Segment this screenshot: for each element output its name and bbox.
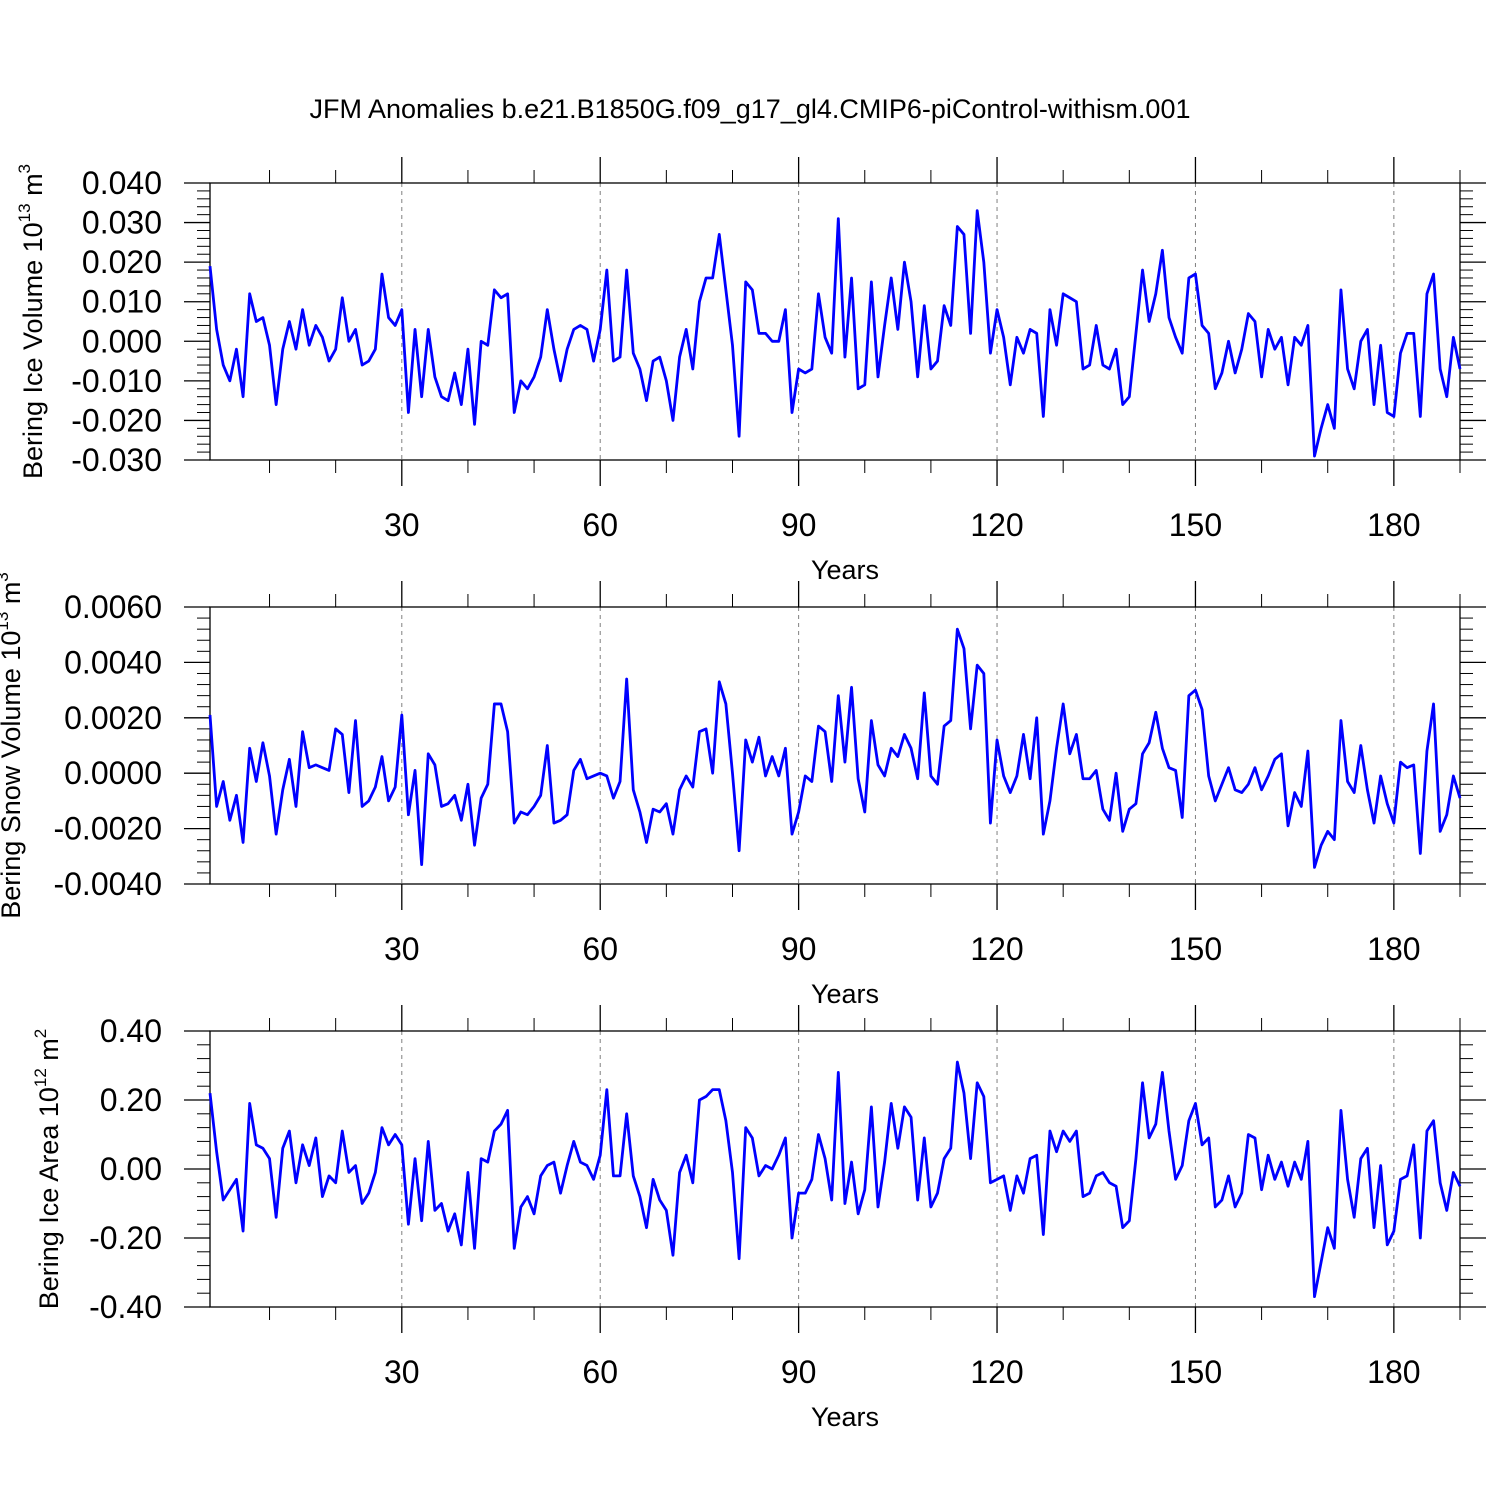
x-tick-label: 120 [970,931,1023,967]
x-tick-label: 90 [781,1354,817,1390]
y-tick-label: 0.030 [82,205,162,241]
y-label-unit-exponent: 3 [0,572,12,581]
y-tick-label: 0.0040 [64,644,162,680]
y-label-exponent: 13 [0,612,12,631]
x-tick-label: 120 [970,507,1023,543]
x-axis-label: Years [811,1402,879,1432]
y-label-main: Bering Snow Volume 10 [0,631,26,919]
x-tick-label: 60 [582,507,618,543]
y-tick-label: -0.20 [89,1220,162,1256]
x-tick-label: 150 [1169,507,1222,543]
x-tick-label: 60 [582,931,618,967]
y-tick-label: -0.010 [71,363,162,399]
x-tick-label: 30 [384,507,420,543]
chart-title: JFM Anomalies b.e21.B1850G.f09_g17_gl4.C… [310,94,1191,124]
y-label-exponent: 12 [31,1068,50,1087]
x-axis-label: Years [811,555,879,585]
y-tick-label: -0.020 [71,402,162,438]
y-label-main: Bering Ice Volume 10 [18,222,48,479]
series-line [208,1060,1462,1299]
y-tick-label: -0.0020 [53,811,162,847]
panel-2: -0.0040 -0.0020 0.0000 0.0020 0.0040 0.0060 30… [0,572,1486,1009]
x-tick-label: 180 [1367,507,1420,543]
x-tick-label: 30 [384,1354,420,1390]
y-label-main: Bering Ice Area 10 [34,1087,64,1309]
x-tick-label: 150 [1169,931,1222,967]
x-tick-label: 180 [1367,931,1420,967]
plot-frame [209,606,1461,885]
x-axis-label: Years [811,979,879,1009]
y-tick-label: 0.040 [82,165,162,201]
y-tick-label: 0.00 [100,1151,162,1187]
x-tick-label: 60 [582,1354,618,1390]
y-tick-label: 0.000 [82,323,162,359]
x-tick-label: 30 [384,931,420,967]
x-tick-label: 150 [1169,1354,1222,1390]
y-tick-label: 0.20 [100,1082,162,1118]
panel-3: -0.40 -0.20 0.00 0.20 0.40 30 60 90 120 150 180 Yea… [31,1005,1486,1432]
x-tick-label: 180 [1367,1354,1420,1390]
y-tick-label: 0.010 [82,284,162,320]
x-tick-label: 120 [970,1354,1023,1390]
y-tick-label: 0.0060 [64,589,162,625]
y-tick-label: 0.0000 [64,755,162,791]
y-label-unit: m [34,1038,64,1068]
plot-frame [209,182,1461,461]
y-axis-label: Bering Ice Volume 1013 m3 [15,164,48,479]
x-tick-label: 90 [781,507,817,543]
y-tick-label: -0.030 [71,442,162,478]
y-tick-label: -0.40 [89,1289,162,1325]
y-label-unit-exponent: 3 [15,164,34,173]
series-line [208,209,1462,458]
x-tick-label: 90 [781,931,817,967]
y-tick-label: 0.0020 [64,700,162,736]
y-label-unit: m [0,582,26,612]
y-label-exponent: 13 [15,203,34,222]
y-label-unit: m [18,173,48,203]
y-tick-label: 0.40 [100,1013,162,1049]
y-axis-label: Bering Ice Area 1012 m2 [31,1029,64,1310]
y-label-unit-exponent: 2 [31,1029,50,1038]
series-line [208,627,1462,869]
y-tick-label: -0.0040 [53,866,162,902]
y-tick-label: 0.020 [82,244,162,280]
y-axis-label: Bering Snow Volume 1013 m3 [0,572,26,919]
